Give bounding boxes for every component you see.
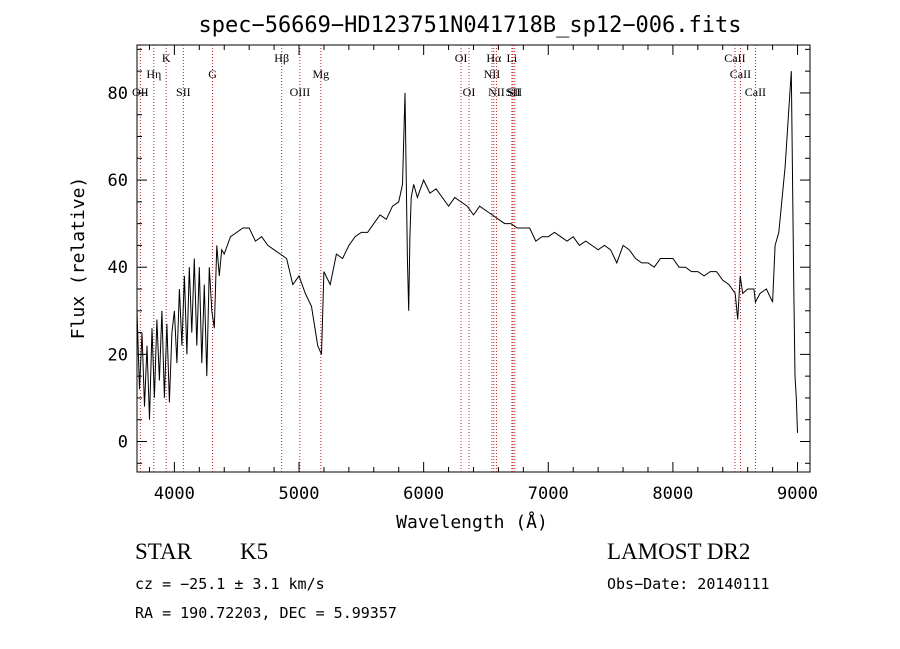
x-axis-label: Wavelength (Å) <box>396 511 548 533</box>
chart-title: spec−56669−HD123751N041718B_sp12−006.fit… <box>198 13 741 38</box>
spectral-line-label: CaII <box>724 51 745 65</box>
survey-name: LAMOST DR2 <box>607 539 751 564</box>
y-tick-label: 0 <box>118 433 128 453</box>
x-tick-label: 6000 <box>403 484 444 504</box>
x-tick-label: 4000 <box>154 484 195 504</box>
spectral-line-label: OII <box>132 85 149 99</box>
ra-dec: RA = 190.72203, DEC = 5.99357 <box>135 604 397 622</box>
object-class: STAR <box>135 539 192 564</box>
x-tick-label: 8000 <box>652 484 693 504</box>
spectrum-line <box>136 71 798 433</box>
observation-date: Obs−Date: 20140111 <box>607 575 770 593</box>
spectral-line-label: CaII <box>745 85 766 99</box>
y-tick-label: 20 <box>108 345 128 365</box>
spectral-line-label: Hβ <box>274 51 289 65</box>
x-tick-label: 7000 <box>528 484 569 504</box>
redshift-cz: cz = −25.1 ± 3.1 km/s <box>135 575 325 593</box>
y-tick-label: 60 <box>108 171 128 191</box>
spectral-line-label: NII <box>484 67 501 81</box>
spectral-line-label: Mg <box>312 67 329 81</box>
y-axis-label: Flux (relative) <box>68 177 89 340</box>
y-tick-label: 80 <box>108 84 128 104</box>
spectral-line-label: Li <box>507 51 518 65</box>
spectral-line-label: SII <box>176 85 191 99</box>
spectral-line-label: Hη <box>146 67 161 81</box>
spectral-line-label: NII <box>488 85 505 99</box>
spectral-line-label: SII <box>506 85 521 99</box>
spectral-line-label: SII <box>507 85 522 99</box>
y-tick-label: 40 <box>108 258 128 278</box>
spectral-line-label: CaII <box>730 67 751 81</box>
spectral-line-label: OI <box>455 51 468 65</box>
spectral-line-label: OIII <box>290 85 311 99</box>
axis-ticks: 4000 5000 6000 7000 8000 9000 0 20 40 60 80 <box>108 45 818 504</box>
spectral-line-label: K <box>162 51 171 65</box>
spectral-line-label: Hα <box>486 51 502 65</box>
object-subclass: K5 <box>240 539 269 564</box>
x-tick-label: 9000 <box>777 484 818 504</box>
x-tick-label: 5000 <box>279 484 320 504</box>
plot-frame <box>136 44 811 473</box>
spectral-line-label: G <box>208 67 217 81</box>
spectral-line-label: OI <box>463 85 476 99</box>
